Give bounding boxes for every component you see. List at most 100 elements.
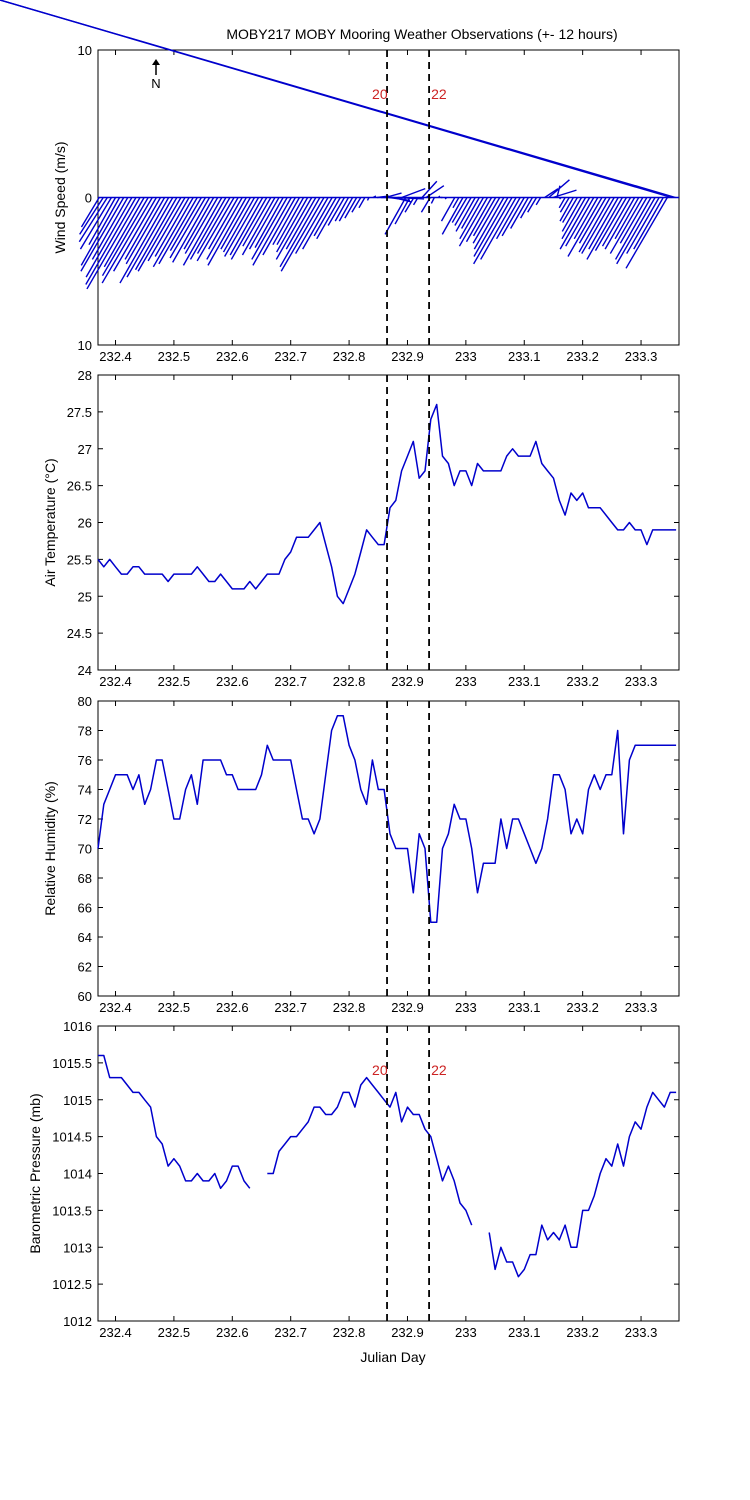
wind-barb [295, 197, 329, 254]
wind-barb [472, 197, 501, 244]
wind-barb [280, 197, 325, 272]
wind-barb [614, 197, 640, 240]
relative-humidity-y-tick-label: 68 [78, 871, 92, 886]
barometric-pressure-x-tick-label: 233.3 [625, 1325, 658, 1340]
barometric-pressure-y-tick-label: 1015.5 [52, 1056, 92, 1071]
relative-humidity-x-tick-label: 233 [455, 1000, 477, 1015]
wind-barb [230, 197, 268, 260]
wind-barb [183, 197, 215, 250]
barometric-pressure-y-tick-label: 1016 [63, 1019, 92, 1034]
wind-barb [527, 197, 538, 213]
wind-barb [220, 197, 252, 250]
relative-humidity-y-tick-label: 74 [78, 783, 92, 798]
barometric-pressure-time-marker-label: 20 [372, 1062, 388, 1078]
wind-barb [134, 197, 178, 271]
wind-barb [254, 197, 284, 248]
wind-barb [79, 197, 104, 235]
wind-barb [182, 197, 223, 266]
wind-barb [385, 192, 402, 199]
north-indicator: N [151, 59, 161, 91]
wind-barb [614, 197, 652, 260]
wind-barb [262, 197, 296, 256]
wind-speed-time-marker-label: 20 [372, 86, 388, 102]
wind-barb [561, 197, 583, 232]
relative-humidity-y-tick-label: 70 [78, 842, 92, 857]
air-temperature-x-tick-label: 232.9 [391, 674, 424, 689]
barometric-pressure-x-tick-label: 232.4 [99, 1325, 132, 1340]
wind-barb [241, 197, 276, 256]
wind-barb [616, 197, 656, 265]
wind-barb [459, 197, 484, 240]
wind-barb [196, 197, 231, 254]
wind-barb [609, 197, 644, 254]
wind-barb [351, 197, 362, 213]
wind-barb [222, 197, 256, 253]
wind-barb [147, 197, 186, 262]
wind-barb [169, 197, 207, 259]
wind-barb [520, 197, 534, 219]
wind-barb [172, 197, 211, 263]
relative-humidity-x-tick-label: 233.3 [625, 1000, 658, 1015]
air-temperature-y-tick-label: 26 [78, 516, 92, 531]
wind-barb [334, 197, 350, 222]
wind-barb [79, 197, 113, 250]
wind-barb [276, 197, 309, 253]
wind-speed-x-tick-label: 233.1 [508, 349, 541, 364]
wind-speed-x-tick-label: 232.6 [216, 349, 249, 364]
barometric-pressure-ylabel: Barometric Pressure (mb) [27, 1093, 43, 1253]
north-label: N [151, 76, 160, 91]
wind-barb [101, 197, 153, 284]
air-temperature-y-tick-label: 27 [78, 442, 92, 457]
relative-humidity-x-tick-label: 232.5 [158, 1000, 191, 1015]
wind-barb [229, 197, 264, 256]
wind-barb [544, 188, 559, 199]
wind-barb [604, 197, 636, 250]
wind-barb [103, 197, 145, 268]
barometric-pressure-x-tick-label: 232.9 [391, 1325, 424, 1340]
wind-barb [101, 197, 149, 277]
air-temperature-x-tick-label: 232.4 [99, 674, 132, 689]
wind-barb [91, 197, 129, 260]
wind-barb [338, 197, 354, 222]
wind-speed-y-tick-label: 10 [78, 338, 92, 353]
wind-barb [581, 197, 615, 254]
wind-barb [561, 197, 587, 240]
relative-humidity-x-tick-label: 232.4 [99, 1000, 132, 1015]
barometric-pressure-x-tick-label: 232.7 [274, 1325, 307, 1340]
air-temperature-axes-frame [97, 374, 680, 671]
wind-barb [430, 197, 435, 204]
wind-speed-x-tick-label: 232.8 [333, 349, 366, 364]
wind-barb [458, 197, 489, 247]
relative-humidity-x-tick-label: 232.8 [333, 1000, 366, 1015]
wind-barb [394, 197, 411, 225]
wind-barb [207, 197, 247, 266]
wind-barb [452, 197, 460, 209]
wind-barb [272, 197, 301, 246]
barometric-pressure-y-tick-label: 1013 [63, 1240, 92, 1255]
relative-humidity-y-tick-label: 72 [78, 812, 92, 827]
figure-title: MOBY217 MOBY Mooring Weather Observation… [226, 26, 617, 42]
barometric-pressure-x-tick-label: 232.6 [216, 1325, 249, 1340]
relative-humidity-y-tick-label: 80 [78, 694, 92, 709]
wind-barb [559, 197, 574, 222]
wind-speed-ylabel: Wind Speed (m/s) [52, 141, 68, 253]
wind-barb [437, 195, 441, 198]
wind-barb [586, 197, 623, 260]
wind-barb [189, 197, 227, 260]
relative-humidity-axes-frame [97, 700, 680, 997]
wind-barb [619, 197, 648, 244]
air-temperature-x-tick-label: 232.6 [216, 674, 249, 689]
air-temperature-x-tick-label: 232.8 [333, 674, 366, 689]
barometric-pressure-y-tick-label: 1012 [63, 1314, 92, 1329]
relative-humidity-x-tick-label: 233.2 [566, 1000, 599, 1015]
wind-speed-x-tick-label: 233.2 [566, 349, 599, 364]
wind-barb [473, 197, 505, 250]
wind-barb [495, 197, 521, 240]
wind-barb [556, 185, 561, 198]
wind-barb [252, 197, 292, 266]
wind-barb [535, 197, 542, 206]
wind-barb [184, 197, 219, 254]
wind-barb [573, 197, 599, 240]
wind-barb [124, 197, 162, 260]
barometric-pressure-x-tick-label: 233.2 [566, 1325, 599, 1340]
